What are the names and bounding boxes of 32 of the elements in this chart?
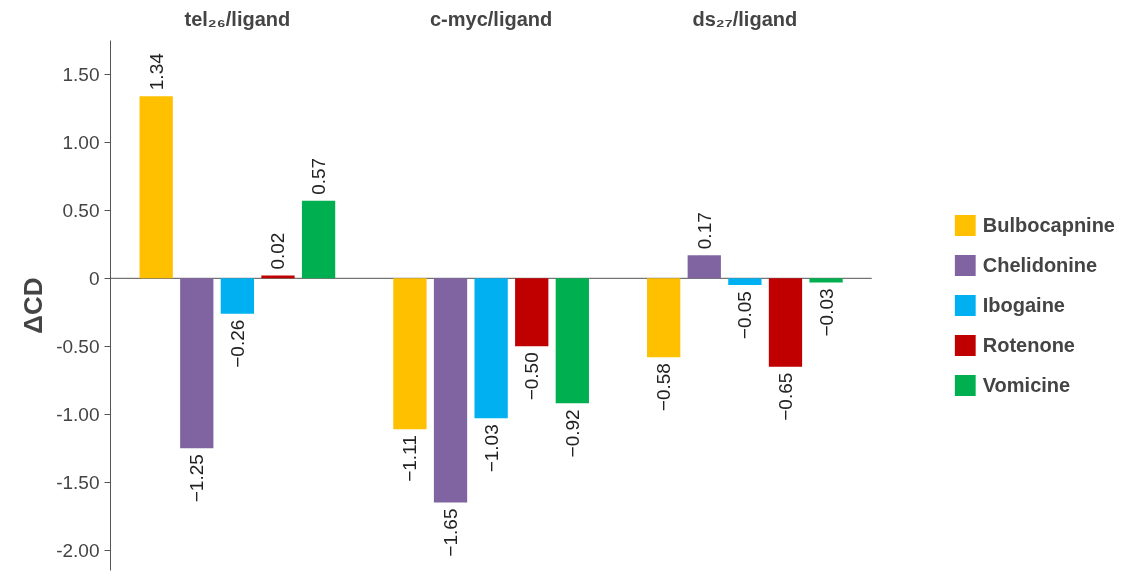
y-tick-label: 1.00	[62, 131, 100, 153]
data-label: −0.65	[774, 372, 796, 421]
y-tick-label: 1.50	[62, 63, 100, 85]
legend-label: Rotenone	[982, 333, 1075, 357]
data-label: −0.58	[653, 363, 675, 412]
data-label: −0.92	[561, 409, 583, 458]
data-label: −0.05	[734, 291, 756, 340]
legend-label: Bulbocapnine	[982, 213, 1115, 237]
y-tick-label: -1.00	[56, 403, 100, 425]
data-label: −0.50	[521, 352, 543, 401]
data-label: −0.26	[226, 319, 248, 368]
x-tick-label: ds₂₇/ligand	[692, 7, 798, 30]
y-axis-title: ΔCD	[18, 277, 49, 334]
y-tick-label: 0	[88, 267, 100, 289]
x-tick-label: c-myc/ligand	[430, 7, 553, 30]
y-tick-label: -1.50	[56, 471, 100, 493]
y-tick-label: 0.50	[62, 199, 100, 221]
y-tick-label: -2.00	[56, 539, 100, 561]
legend-label: Chelidonine	[982, 253, 1098, 277]
legend-label: Vomicine	[982, 373, 1071, 397]
data-label: 0.02	[267, 232, 289, 270]
legend-label: Ibogaine	[982, 293, 1065, 317]
data-label: −1.25	[186, 454, 208, 503]
data-label: 0.57	[308, 157, 330, 195]
data-label: −1.11	[399, 435, 421, 482]
x-tick-label: tel₂₆/ligand	[184, 7, 291, 30]
data-label: −1.03	[480, 424, 502, 473]
data-label: −0.03	[815, 288, 837, 337]
data-label: −1.65	[440, 508, 462, 557]
y-tick-label: -0.50	[56, 335, 100, 357]
data-label: 1.34	[145, 52, 167, 91]
data-label: 0.17	[693, 212, 715, 250]
